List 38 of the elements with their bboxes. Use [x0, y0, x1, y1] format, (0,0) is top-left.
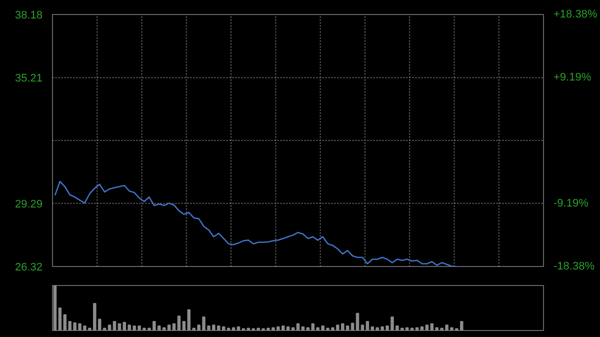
bar — [350, 322, 354, 330]
bar — [118, 323, 122, 330]
y2-tick-label: +18.38% — [554, 8, 598, 20]
bar — [286, 326, 290, 330]
bar — [420, 326, 424, 330]
bar — [122, 322, 126, 330]
bar — [415, 327, 419, 330]
bar — [108, 324, 112, 330]
bar — [167, 324, 171, 330]
bar — [226, 328, 230, 330]
line-series — [54, 180, 458, 266]
bar — [291, 327, 295, 330]
y2-tick-label: -9.19% — [554, 198, 589, 210]
y2-tick-label: +9.19% — [554, 72, 592, 84]
bar — [236, 326, 240, 330]
y-tick-label: 35.21 — [14, 72, 43, 85]
bar — [425, 324, 429, 330]
bar — [296, 323, 300, 330]
bar — [172, 323, 176, 330]
bar — [301, 326, 305, 330]
y-tick-label: 26.32 — [14, 262, 43, 274]
y-tick-label: 38.18 — [14, 10, 43, 22]
bar — [430, 323, 434, 330]
bar — [356, 312, 360, 330]
bar — [232, 327, 236, 330]
bar — [112, 321, 116, 330]
bar — [177, 316, 181, 330]
bar — [306, 327, 310, 330]
y2-tick-label: -18.38% — [554, 260, 595, 272]
bar — [410, 328, 414, 330]
bar — [162, 327, 166, 330]
bar — [360, 324, 364, 330]
bar — [366, 321, 370, 330]
bar — [102, 328, 106, 330]
bar — [53, 286, 57, 330]
bar — [182, 321, 186, 330]
y-tick-label: 29.29 — [14, 198, 43, 210]
bar — [58, 308, 62, 330]
